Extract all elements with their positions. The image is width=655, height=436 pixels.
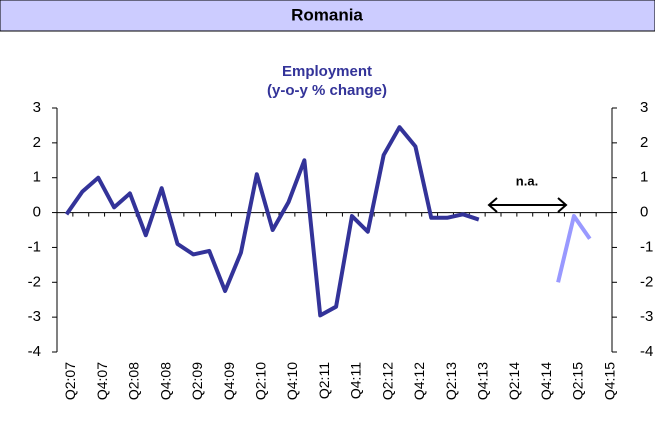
x-tick-label: Q4:10 xyxy=(284,362,300,400)
x-tick-label: Q2:14 xyxy=(506,362,522,400)
y2-tick-label: 3 xyxy=(640,99,648,116)
y-tick-label: -1 xyxy=(28,238,41,255)
x-tick-label: Q4:09 xyxy=(221,362,237,400)
x-tick-label: Q4:12 xyxy=(411,362,427,400)
x-tick-label: Q4:11 xyxy=(348,362,364,399)
x-tick-label: Q2:10 xyxy=(253,362,269,400)
x-tick-label: Q2:15 xyxy=(570,362,586,400)
y2-tick-label: 1 xyxy=(640,169,648,186)
y2-tick-label: -2 xyxy=(640,273,653,290)
header-title: Romania xyxy=(291,5,363,24)
y2-tick-label: -3 xyxy=(640,308,653,325)
y-tick-label: -3 xyxy=(28,308,41,325)
y2-tick-label: 2 xyxy=(640,134,648,151)
x-tick-label: Q2:13 xyxy=(443,362,459,400)
y2-tick-label: -4 xyxy=(640,343,653,360)
x-tick-label: Q2:09 xyxy=(189,362,205,400)
na-arrow-head xyxy=(487,197,568,213)
chart-subtitle: (y-o-y % change) xyxy=(267,82,387,99)
x-tick-label: Q2:08 xyxy=(126,362,142,400)
x-tick-label: Q4:07 xyxy=(94,362,110,400)
x-tick-label: Q4:08 xyxy=(157,362,173,400)
annotation: n.a. xyxy=(516,173,538,188)
x-tick-label: Q4:15 xyxy=(601,362,617,400)
x-tick-label: Q2:12 xyxy=(379,362,395,400)
y2-tick-label: 0 xyxy=(640,204,648,221)
y-tick-label: -4 xyxy=(28,343,41,360)
y-tick-label: 2 xyxy=(33,134,41,151)
y-tick-label: 0 xyxy=(33,204,41,221)
header-bar xyxy=(0,0,655,32)
chart-title: Employment xyxy=(282,63,372,80)
x-tick-label: Q2:11 xyxy=(316,362,332,399)
y-tick-label: 1 xyxy=(33,169,41,186)
series-line xyxy=(556,214,592,283)
x-tick-label: Q2:07 xyxy=(62,362,78,400)
series-line xyxy=(64,125,480,318)
y-tick-label: 3 xyxy=(33,99,41,116)
y2-tick-label: -1 xyxy=(640,238,653,255)
x-tick-label: Q4:14 xyxy=(538,362,554,400)
y-tick-label: -2 xyxy=(28,273,41,290)
x-tick-label: Q4:13 xyxy=(475,362,491,400)
